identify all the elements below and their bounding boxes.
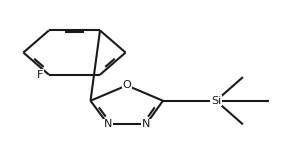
Text: N: N: [142, 119, 150, 129]
Text: O: O: [122, 80, 131, 90]
Text: N: N: [104, 119, 112, 129]
Text: F: F: [37, 70, 44, 80]
Text: Si: Si: [211, 96, 221, 106]
